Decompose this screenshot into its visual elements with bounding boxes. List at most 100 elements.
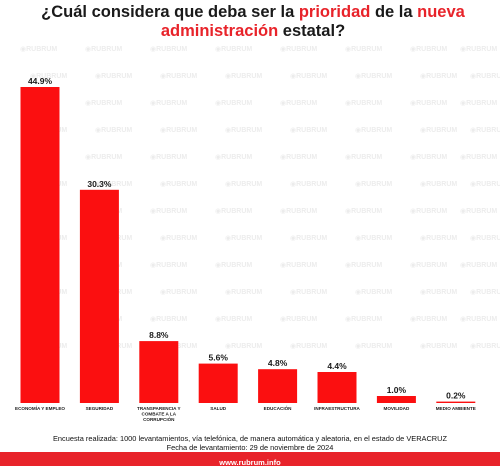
watermark-text: ◉RUBRUM <box>470 343 500 350</box>
watermark-text: ◉RUBRUM <box>280 100 318 107</box>
watermark-text: ◉RUBRUM <box>85 46 123 53</box>
watermark-text: ◉RUBRUM <box>160 127 198 134</box>
watermark-text: ◉RUBRUM <box>410 100 448 107</box>
title-highlight-prioridad: prioridad <box>298 3 371 21</box>
watermark-text: ◉RUBRUM <box>150 262 188 269</box>
footer-bar: www.rubrum.info <box>0 452 500 467</box>
category-label-line: MEDIO AMBIENTE <box>436 406 476 411</box>
watermark-text: ◉RUBRUM <box>225 235 263 242</box>
watermark-text: ◉RUBRUM <box>150 46 188 53</box>
watermark-text: ◉RUBRUM <box>160 181 198 188</box>
watermark-text: ◉RUBRUM <box>470 127 500 134</box>
watermark-text: ◉RUBRUM <box>225 73 263 80</box>
footer-url: www.rubrum.info <box>219 458 281 467</box>
watermark-text: ◉RUBRUM <box>345 262 383 269</box>
category-label: MEDIO AMBIENTE <box>436 406 476 411</box>
bar-value-label: 44.9% <box>28 76 53 86</box>
watermark-text: ◉RUBRUM <box>280 262 318 269</box>
category-label-line: MOVILIDAD <box>384 406 410 411</box>
watermark-text: ◉RUBRUM <box>420 181 458 188</box>
bar-value-label: 30.3% <box>87 179 112 189</box>
category-label: EDUCACIÓN <box>264 404 293 411</box>
watermark-text: ◉RUBRUM <box>215 154 253 161</box>
category-label: ECONOMÍA Y EMPLEO <box>15 404 65 411</box>
watermark-text: ◉RUBRUM <box>460 208 498 215</box>
watermark-text: ◉RUBRUM <box>280 208 318 215</box>
watermark-text: ◉RUBRUM <box>215 46 253 53</box>
watermark-text: ◉RUBRUM <box>85 154 123 161</box>
category-label-line: SEGURIDAD <box>86 406 114 411</box>
watermark-text: ◉RUBRUM <box>420 127 458 134</box>
watermark-text: ◉RUBRUM <box>410 316 448 323</box>
watermark-text: ◉RUBRUM <box>345 100 383 107</box>
watermark-text: ◉RUBRUM <box>460 46 498 53</box>
watermark-text: ◉RUBRUM <box>460 262 498 269</box>
watermark-text: ◉RUBRUM <box>160 289 198 296</box>
chart-title: ¿Cuál considera que deba ser la priorida… <box>18 3 488 41</box>
watermark-text: ◉RUBRUM <box>355 343 393 350</box>
category-label: TRANSPARENCIA Y COMBATE A LA CORRUPCIÓN <box>137 406 181 422</box>
watermark-text: ◉RUBRUM <box>160 235 198 242</box>
title-part-1: ¿Cuál considera que deba ser la <box>41 3 299 21</box>
bar-value-label: 5.6% <box>209 353 229 363</box>
watermark-text: ◉RUBRUM <box>290 181 328 188</box>
watermark-text: ◉RUBRUM <box>420 235 458 242</box>
footnote-date-line: Fecha de levantamiento: 29 de noviembre … <box>166 443 334 452</box>
watermark-text: ◉RUBRUM <box>410 154 448 161</box>
watermark-text: ◉RUBRUM <box>30 73 68 80</box>
watermark-text: ◉RUBRUM <box>345 208 383 215</box>
category-label: INFRAESTRUCTURA <box>314 406 360 411</box>
watermark-text: ◉RUBRUM <box>95 181 133 188</box>
watermark-text: ◉RUBRUM <box>460 100 498 107</box>
bar <box>20 87 60 403</box>
category-label-line: CORRUPCIÓN <box>143 415 175 422</box>
bar-value-label: 8.8% <box>149 330 169 340</box>
watermark-text: ◉RUBRUM <box>470 73 500 80</box>
bar <box>79 189 119 403</box>
watermark-text: ◉RUBRUM <box>95 127 133 134</box>
bar-value-label: 0.2% <box>446 391 466 401</box>
watermark-text: ◉RUBRUM <box>160 343 198 350</box>
category-label-line: INFRAESTRUCTURA <box>314 406 360 411</box>
watermark-text: ◉RUBRUM <box>215 316 253 323</box>
watermark-text: ◉RUBRUM <box>290 343 328 350</box>
watermark-text: ◉RUBRUM <box>290 73 328 80</box>
bar-value-label: 4.4% <box>327 361 347 371</box>
watermark-text: ◉RUBRUM <box>460 154 498 161</box>
watermark-text: ◉RUBRUM <box>280 46 318 53</box>
footnote-survey-line: Encuesta realizada: 1000 levantamientos,… <box>53 434 447 443</box>
category-label: SALUD <box>210 406 227 411</box>
watermark-text: ◉RUBRUM <box>85 100 123 107</box>
watermark-text: ◉RUBRUM <box>225 343 263 350</box>
watermark-text: ◉RUBRUM <box>290 289 328 296</box>
watermark-text: ◉RUBRUM <box>470 235 500 242</box>
watermark-text: ◉RUBRUM <box>420 73 458 80</box>
bar <box>436 401 476 403</box>
watermark-text: ◉RUBRUM <box>345 316 383 323</box>
watermark-text: ◉RUBRUM <box>20 46 58 53</box>
category-label: MOVILIDAD <box>384 406 410 411</box>
category-label-line: EDUCACIÓN <box>264 404 293 411</box>
watermark-text: ◉RUBRUM <box>215 262 253 269</box>
category-label-line: TRANSPARENCIA Y <box>137 406 181 411</box>
watermark-text: ◉RUBRUM <box>410 46 448 53</box>
watermark-text: ◉RUBRUM <box>355 73 393 80</box>
title-highlight-nueva-administracion: nueva administración <box>160 3 465 40</box>
watermark-text: ◉RUBRUM <box>420 343 458 350</box>
watermark-text: ◉RUBRUM <box>355 289 393 296</box>
watermark-text: ◉RUBRUM <box>150 100 188 107</box>
watermark-text: ◉RUBRUM <box>215 208 253 215</box>
bar <box>317 372 357 403</box>
category-label: SEGURIDAD <box>86 406 114 411</box>
bar <box>258 369 298 403</box>
watermark-text: ◉RUBRUM <box>160 73 198 80</box>
watermark-text: ◉RUBRUM <box>95 73 133 80</box>
footnote: Encuesta realizada: 1000 levantamientos,… <box>0 434 500 452</box>
watermark-text: ◉RUBRUM <box>410 262 448 269</box>
watermark-text: ◉RUBRUM <box>410 208 448 215</box>
watermark-text: ◉RUBRUM <box>290 127 328 134</box>
watermark-text: ◉RUBRUM <box>290 235 328 242</box>
watermark-text: ◉RUBRUM <box>280 316 318 323</box>
watermark-text: ◉RUBRUM <box>225 181 263 188</box>
